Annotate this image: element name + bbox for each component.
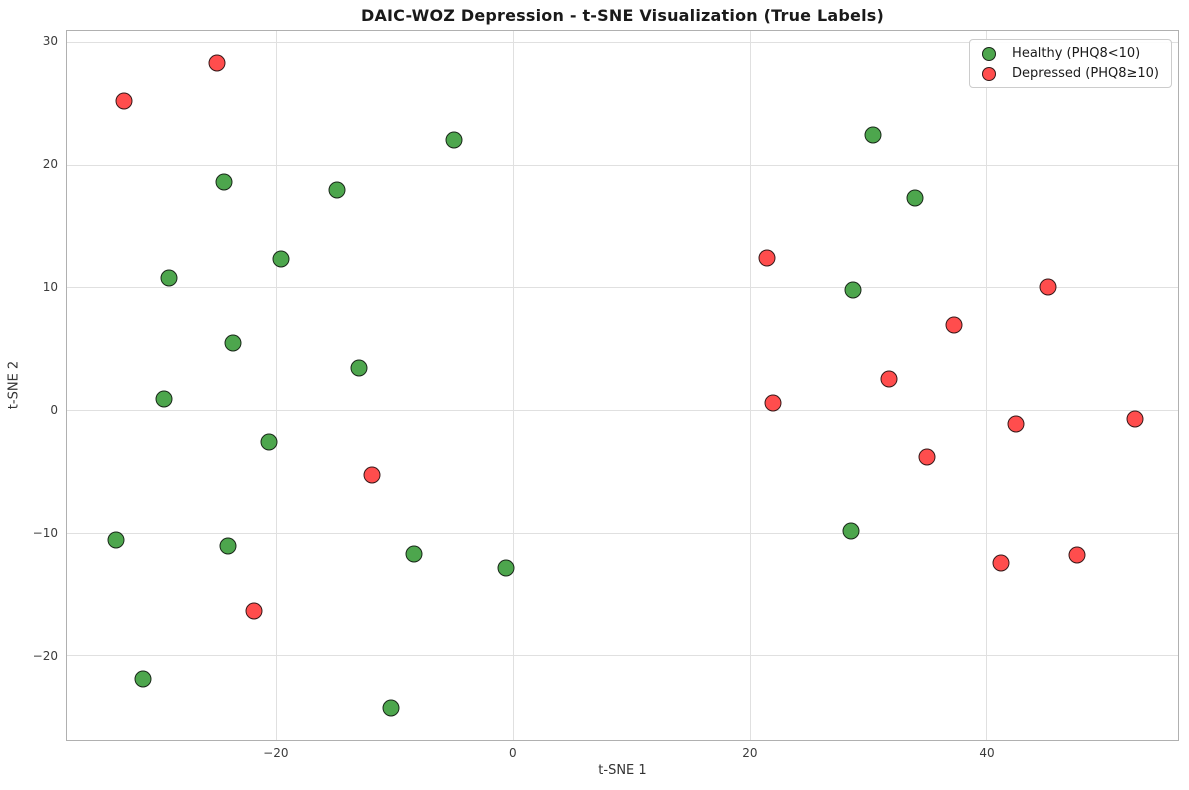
scatter-point-healthy xyxy=(155,390,173,408)
plot-area: Healthy (PHQ8<10) Depressed (PHQ8≥10) xyxy=(66,30,1179,741)
x-gridline xyxy=(276,31,278,740)
y-axis-label: t-SNE 2 xyxy=(6,360,22,410)
scatter-point-depressed xyxy=(918,448,936,466)
scatter-point-healthy xyxy=(215,173,233,191)
chart-title: DAIC-WOZ Depression - t-SNE Visualizatio… xyxy=(360,6,885,25)
scatter-point-healthy xyxy=(842,522,860,540)
legend-item-healthy: Healthy (PHQ8<10) xyxy=(982,46,1159,61)
y-gridline xyxy=(67,287,1178,289)
y-gridline xyxy=(67,164,1178,166)
y-gridline xyxy=(67,532,1178,534)
y-tick-label: 0 xyxy=(50,403,58,418)
healthy-marker-icon xyxy=(982,46,997,61)
x-tick-label: −20 xyxy=(263,746,289,760)
scatter-point-depressed xyxy=(992,554,1010,572)
scatter-point-healthy xyxy=(405,545,423,563)
x-gridline xyxy=(986,31,988,740)
x-axis-label: t-SNE 1 xyxy=(598,763,647,778)
scatter-point-healthy xyxy=(844,281,862,299)
depressed-marker-icon xyxy=(982,66,997,81)
scatter-point-healthy xyxy=(382,699,400,717)
scatter-point-depressed xyxy=(764,394,782,412)
x-gridline xyxy=(513,31,515,740)
scatter-point-depressed xyxy=(208,54,226,72)
y-gridline xyxy=(67,42,1178,44)
legend: Healthy (PHQ8<10) Depressed (PHQ8≥10) xyxy=(969,39,1172,88)
x-tick-label: 20 xyxy=(742,746,758,760)
scatter-point-depressed xyxy=(245,602,263,620)
scatter-point-depressed xyxy=(1126,410,1144,428)
scatter-point-healthy xyxy=(107,531,124,549)
y-tick-label: −20 xyxy=(32,649,58,664)
scatter-point-depressed xyxy=(945,316,963,334)
scatter-point-healthy xyxy=(224,334,242,352)
scatter-point-healthy xyxy=(350,359,368,377)
scatter-point-depressed xyxy=(758,249,776,267)
scatter-point-depressed xyxy=(115,92,133,110)
scatter-point-depressed xyxy=(1007,415,1025,433)
y-tick-label: 10 xyxy=(42,280,58,295)
scatter-point-depressed xyxy=(880,370,898,388)
legend-label-depressed: Depressed (PHQ8≥10) xyxy=(1012,66,1159,81)
x-tick-label: 0 xyxy=(509,746,517,760)
y-gridline xyxy=(67,410,1178,412)
scatter-point-healthy xyxy=(272,250,290,268)
scatter-point-depressed xyxy=(363,466,381,484)
y-tick-label: 30 xyxy=(42,34,58,49)
scatter-point-healthy xyxy=(906,189,924,207)
scatter-point-depressed xyxy=(1068,546,1086,564)
scatter-point-healthy xyxy=(445,131,463,149)
legend-item-depressed: Depressed (PHQ8≥10) xyxy=(982,66,1159,81)
y-gridline xyxy=(67,655,1178,657)
scatter-point-healthy xyxy=(864,126,882,144)
scatter-point-healthy xyxy=(219,537,237,555)
scatter-point-healthy xyxy=(328,181,346,199)
scatter-point-healthy xyxy=(160,269,178,287)
y-tick-label: 20 xyxy=(42,157,58,172)
scatter-point-healthy xyxy=(497,559,515,577)
y-tick-label: −10 xyxy=(32,526,58,541)
x-gridline xyxy=(749,31,751,740)
scatter-point-healthy xyxy=(134,670,152,688)
scatter-point-healthy xyxy=(260,433,278,451)
legend-label-healthy: Healthy (PHQ8<10) xyxy=(1012,46,1141,61)
scatter-point-depressed xyxy=(1039,278,1057,296)
x-tick-label: 40 xyxy=(979,746,995,760)
